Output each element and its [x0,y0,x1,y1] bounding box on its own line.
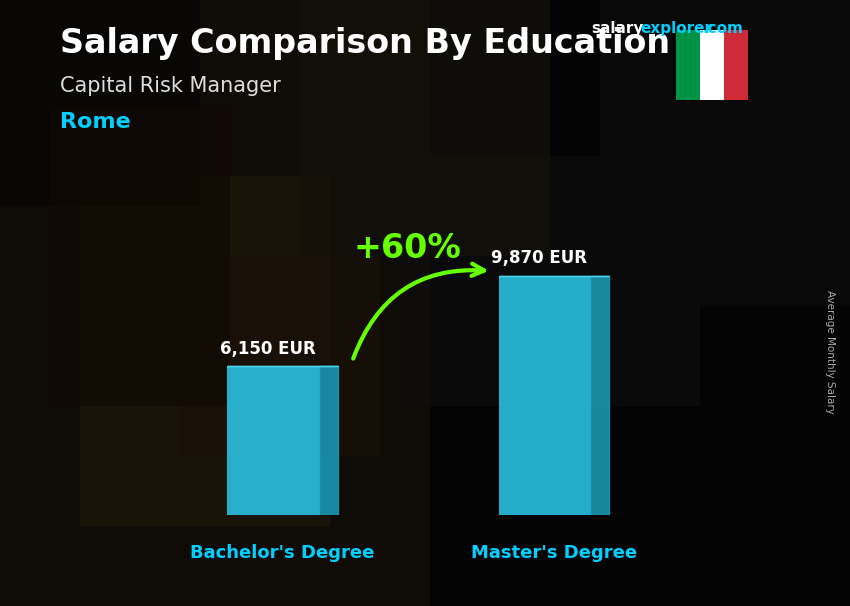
Polygon shape [320,366,338,515]
Text: Bachelor's Degree: Bachelor's Degree [190,544,375,562]
Bar [499,276,592,515]
Bar [300,0,550,256]
Bar [676,30,700,100]
Bar [430,0,850,606]
Text: 9,870 EUR: 9,870 EUR [491,249,587,267]
Bar [0,0,430,606]
Bar [700,30,724,100]
Text: Salary Comparison By Education: Salary Comparison By Education [60,27,670,60]
Bar [227,366,320,515]
Text: 6,150 EUR: 6,150 EUR [220,339,316,358]
Bar [0,0,200,206]
Bar [50,106,230,406]
Bar [400,156,700,406]
Text: .com: .com [702,21,743,36]
Text: +60%: +60% [354,231,462,265]
Bar [180,256,380,456]
Text: Capital Risk Manager: Capital Risk Manager [60,76,280,96]
FancyArrowPatch shape [354,264,484,359]
Text: Rome: Rome [60,112,130,132]
Text: explorer: explorer [640,21,712,36]
Bar [600,0,850,306]
Polygon shape [592,276,609,515]
Text: Master's Degree: Master's Degree [471,544,637,562]
Bar [724,30,748,100]
Text: salary: salary [591,21,643,36]
Bar [80,176,330,526]
Text: Average Monthly Salary: Average Monthly Salary [824,290,835,413]
